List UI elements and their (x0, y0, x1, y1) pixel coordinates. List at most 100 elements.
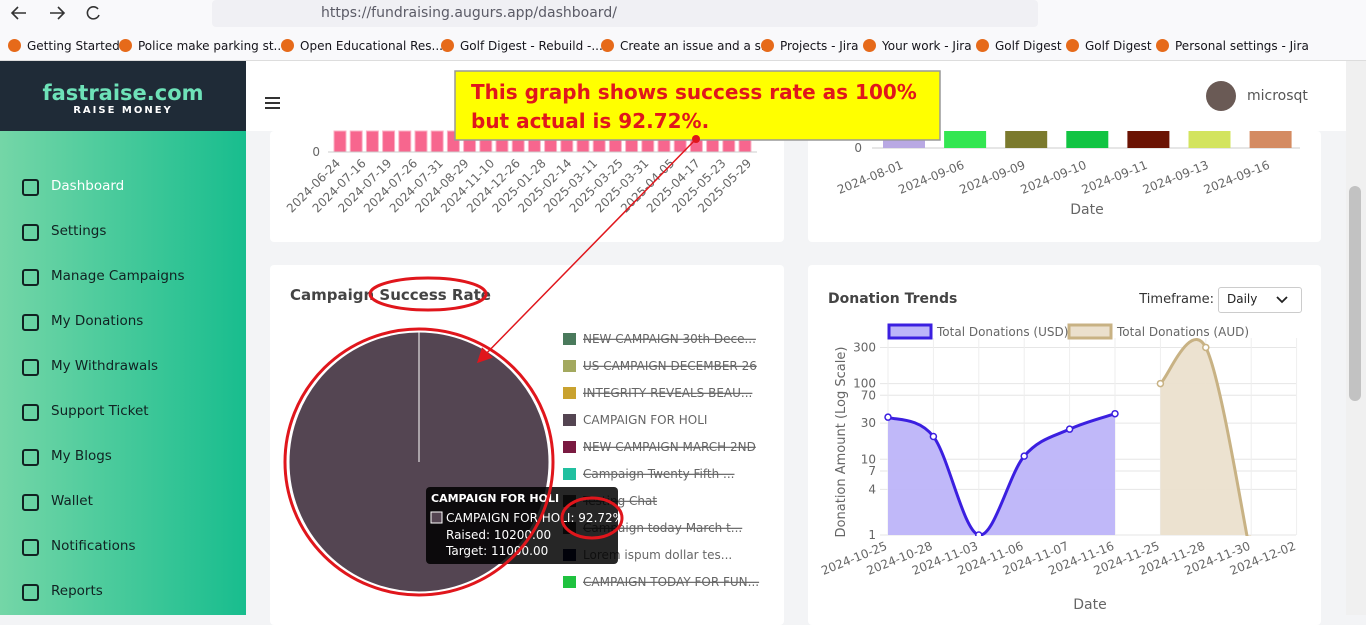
bar-cropped (1188, 131, 1231, 148)
bookmark[interactable]: Golf Digest - Rebuild -... (441, 39, 603, 53)
nav-item[interactable]: Support Ticket (22, 403, 149, 421)
point (1065, 425, 1074, 433)
logo[interactable]: fastraise.com RAISE MONEY (0, 61, 246, 131)
avatar[interactable] (1206, 81, 1236, 111)
bookmarks-bar: Getting Started Police make parking st...… (0, 28, 1366, 61)
bookmark[interactable]: Police make parking st... (119, 39, 285, 53)
line (1159, 338, 1249, 536)
nav-item[interactable]: Manage Campaigns (22, 268, 185, 286)
x-tick-label: 2024-09-11 (1080, 158, 1150, 197)
y-tick-label: 7 (868, 464, 876, 478)
card (808, 131, 1321, 242)
point (1020, 452, 1028, 460)
legend-label[interactable]: NEW CAMPAIGN MARCH 2ND (583, 440, 756, 454)
nav-buttons[interactable] (0, 0, 210, 28)
bar-cropped (349, 130, 363, 153)
x-tick-label: 2024-09-16 (1202, 158, 1272, 197)
bar-cropped (430, 130, 444, 153)
card-title: Donation Trends (828, 291, 957, 307)
legend-label[interactable]: US CAMPAIGN DECEMBER 26 (583, 359, 757, 373)
point (1111, 409, 1119, 418)
annotation-box (454, 70, 941, 141)
tooltip-swatch (430, 511, 443, 524)
nav-item[interactable]: Notifications (22, 538, 136, 556)
legend-label[interactable]: Campaign Twenty Fifth ... (583, 467, 734, 481)
y-tick-label: 10 (861, 452, 876, 466)
bookmark[interactable]: Open Educational Res... (281, 39, 443, 53)
card-title: Campaign Success Rate (290, 286, 491, 304)
bar-cropped (382, 130, 396, 153)
url-bar[interactable]: https://fundraising.augurs.app/dashboard… (212, 0, 1038, 27)
legend-label[interactable]: CAMPAIGN TODAY FOR FUN... (583, 575, 759, 589)
area (888, 413, 1115, 536)
bar-cropped (414, 130, 428, 153)
highlight-ring (368, 276, 488, 312)
logo-tagline: RAISE MONEY (73, 105, 173, 116)
annotation-text: but actual is 92.72%. (471, 109, 709, 133)
annotation-text: This graph shows success rate as 100% (471, 80, 917, 104)
logo-text: fastraise.com (42, 81, 204, 105)
area (1160, 339, 1252, 536)
y-tick-label: 30 (861, 416, 876, 430)
browser-toolbar: https://fundraising.augurs.app/dashboard… (0, 0, 1366, 28)
arrow (476, 138, 697, 364)
legend-swatch (563, 414, 576, 426)
timeframe-select[interactable]: Daily (1218, 287, 1302, 313)
timeframe-label: Timeframe: (1138, 292, 1214, 307)
y-tick-label: 0 (854, 141, 862, 155)
nav-item[interactable]: Settings (21, 223, 107, 241)
bookmark[interactable]: Getting Started (8, 39, 120, 53)
tooltip-target: Target: 11000.00 (445, 544, 548, 558)
legend-swatch[interactable] (887, 323, 933, 340)
chevron (1276, 296, 1288, 304)
bookmark[interactable]: Golf Digest (1066, 39, 1152, 53)
legend-swatch (563, 360, 576, 372)
point (884, 413, 892, 421)
bookmark[interactable]: Projects - Jira (761, 39, 858, 53)
scrollbar[interactable] (1346, 61, 1366, 615)
legend-swatch (563, 333, 576, 345)
nav-item[interactable]: My Withdrawals (21, 358, 159, 376)
y-tick-label: 4 (868, 482, 876, 496)
y-tick-label: 70 (861, 388, 876, 402)
legend-label[interactable]: Campaign today March t... (583, 521, 742, 535)
bookmark[interactable]: Your work - Jira (863, 39, 972, 53)
bookmark[interactable]: Golf Digest (976, 39, 1062, 53)
nav-item[interactable]: My Blogs (22, 448, 112, 466)
legend-swatch[interactable] (1067, 323, 1113, 340)
legend-label[interactable]: Total Donations (USD) (936, 325, 1068, 339)
nav-item[interactable]: My Donations (21, 313, 144, 331)
legend-label[interactable]: Lorem ispum dollar tes... (583, 548, 732, 562)
nav-item[interactable]: Dashboard (21, 178, 125, 196)
x-tick-label: 2024-09-09 (957, 158, 1027, 197)
x-tick-label: 2024-09-06 (896, 158, 966, 197)
bar-cropped (1127, 131, 1170, 148)
nav-item[interactable]: Reports (22, 583, 103, 601)
y-tick-label: 1 (868, 528, 876, 542)
menu-toggle[interactable] (264, 96, 282, 110)
plot-area (884, 338, 1252, 536)
user-name[interactable]: microsqt (1247, 88, 1308, 104)
legend-label[interactable]: INTEGRITY REVEALS BEAU... (583, 386, 752, 400)
tooltip-raised: Raised: 10200.00 (446, 528, 551, 542)
nav-item[interactable]: Wallet (22, 493, 93, 511)
bookmark[interactable]: Personal settings - Jira (1156, 39, 1309, 53)
bookmark[interactable]: Create an issue and a s... (601, 39, 772, 53)
legend-label[interactable]: NEW CAMPAIGN 30th Dece... (583, 332, 756, 346)
bar-cropped (398, 130, 412, 153)
tooltip-title: CAMPAIGN FOR HOLI (431, 492, 559, 505)
point (1202, 343, 1210, 352)
legend-label[interactable]: Total Donations (AUD) (1116, 325, 1249, 339)
bar-cropped (333, 130, 347, 153)
x-tick-label: 2024-08-01 (835, 158, 905, 197)
point (975, 531, 983, 536)
y-axis-label: Donation Amount (Log Scale) (834, 347, 849, 538)
legend-label[interactable]: CAMPAIGN FOR HOLI (583, 413, 707, 427)
bar-cropped (1066, 131, 1109, 148)
x-tick-label: 2024-09-10 (1019, 158, 1089, 197)
sidebar (0, 61, 246, 615)
y-tick-label: 100 (853, 377, 876, 391)
bar-cropped (944, 131, 987, 148)
